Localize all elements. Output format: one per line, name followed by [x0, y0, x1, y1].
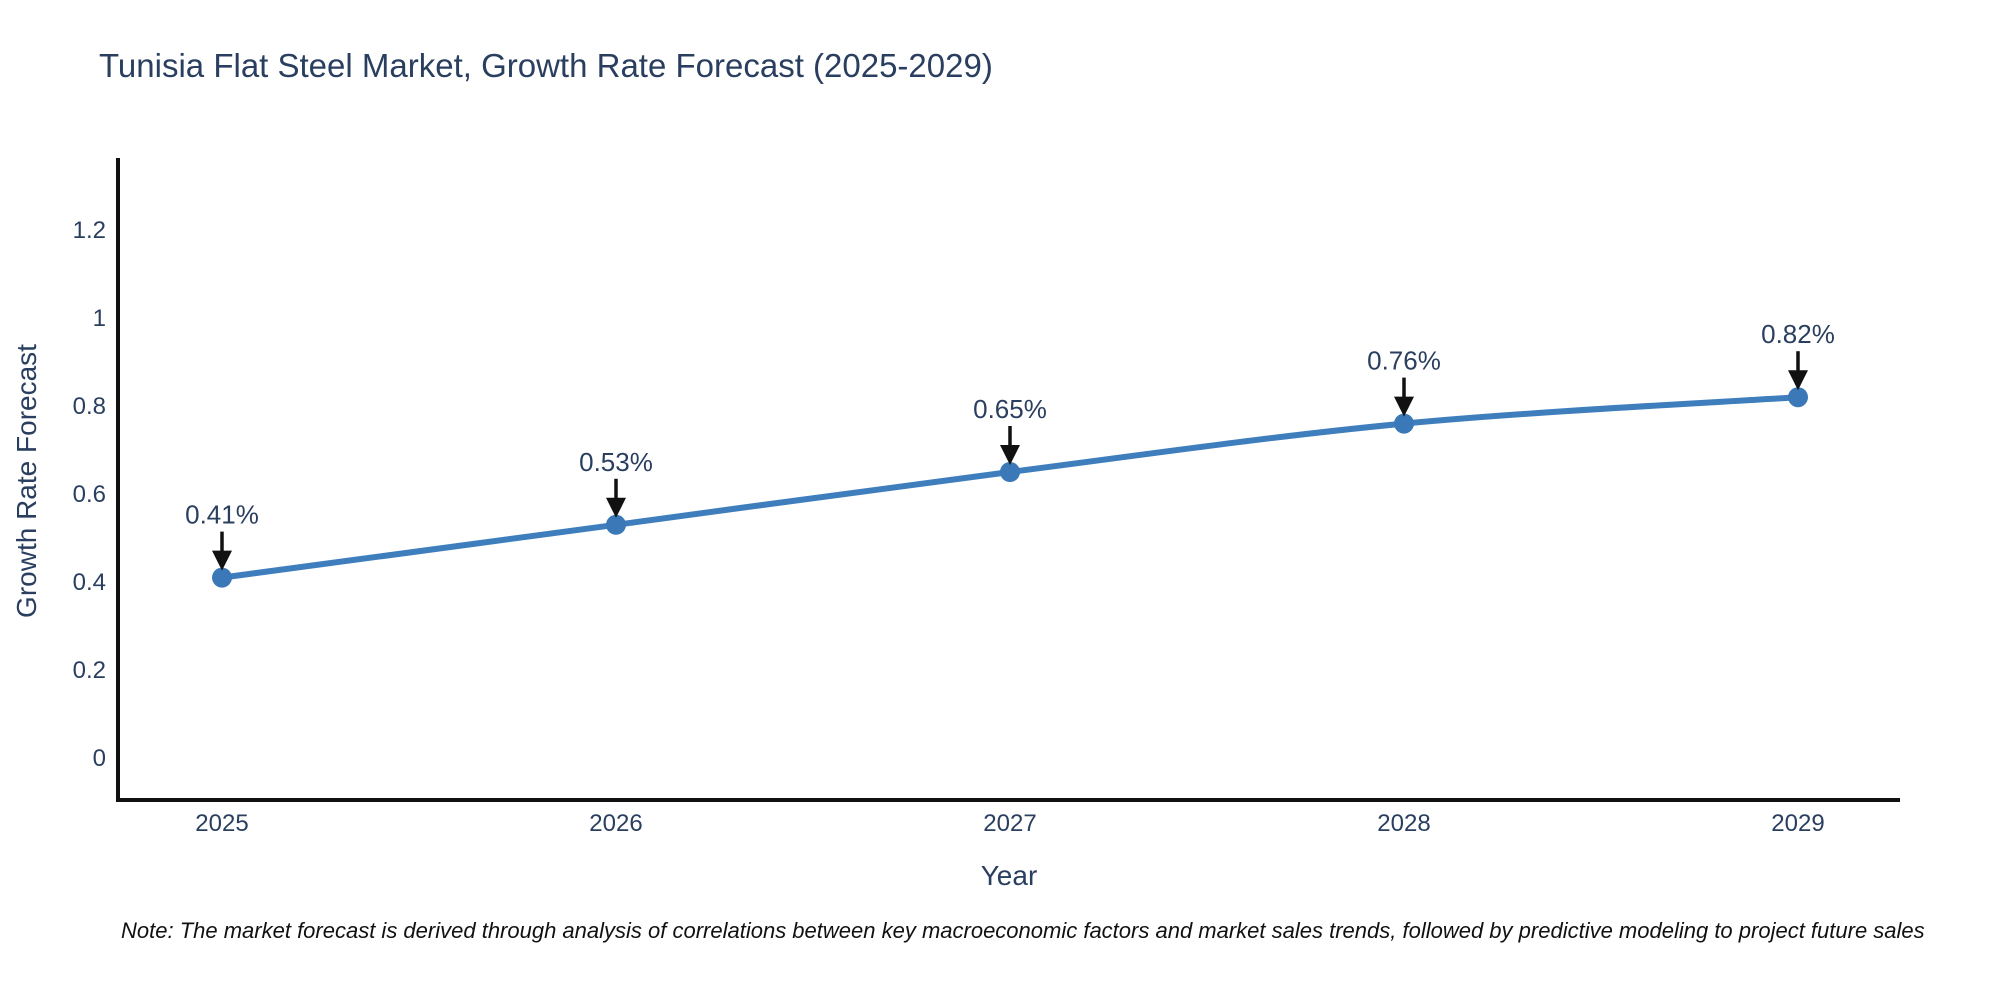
- data-point-2026: [606, 514, 626, 535]
- data-point-2025: [212, 567, 232, 588]
- annotation-label: 0.82%: [1761, 319, 1835, 349]
- x-axis-tick-labels: 2025 2026 2027 2028 2029: [195, 810, 1824, 837]
- y-tick-label: 1: [93, 305, 106, 332]
- annotation-label: 0.65%: [973, 394, 1047, 424]
- y-tick-label: 0.6: [73, 481, 106, 508]
- annotation-label: 0.76%: [1367, 346, 1441, 376]
- data-point-2029: [1788, 387, 1808, 408]
- point-annotations: 0.41% 0.53% 0.65% 0.76% 0.82%: [185, 319, 1835, 571]
- annotation-arrowhead-icon: [1788, 370, 1808, 391]
- x-tick-label: 2029: [1771, 810, 1824, 837]
- y-tick-label: 0: [93, 745, 106, 772]
- annotation-label: 0.41%: [185, 500, 259, 530]
- y-axis-tick-labels: 0 0.2 0.4 0.6 0.8 1 1.2: [73, 217, 106, 772]
- x-axis-title: Year: [981, 860, 1038, 891]
- data-point-2027: [1000, 462, 1020, 482]
- data-point-2028: [1394, 413, 1414, 434]
- trace-line: [219, 394, 1801, 581]
- annotation-arrowhead-icon: [606, 497, 626, 518]
- y-tick-label: 0.8: [73, 393, 106, 420]
- y-tick-label: 1.2: [73, 217, 106, 244]
- annotation-arrowhead-icon: [1000, 445, 1020, 465]
- y-tick-label: 0.2: [73, 657, 106, 684]
- footnote: Note: The market forecast is derived thr…: [121, 918, 1925, 943]
- annotation-arrowhead-icon: [1394, 396, 1414, 417]
- x-tick-label: 2025: [195, 810, 248, 837]
- x-tick-label: 2027: [983, 810, 1036, 837]
- annotation-arrowhead-icon: [212, 550, 232, 571]
- annotation-label: 0.53%: [579, 447, 653, 477]
- x-tick-label: 2026: [589, 810, 642, 837]
- x-tick-label: 2028: [1377, 810, 1430, 837]
- y-axis-title: Growth Rate Forecast: [11, 344, 42, 618]
- y-tick-label: 0.4: [73, 569, 106, 596]
- data-point-markers: [212, 387, 1808, 588]
- chart-title: Tunisia Flat Steel Market, Growth Rate F…: [99, 47, 993, 84]
